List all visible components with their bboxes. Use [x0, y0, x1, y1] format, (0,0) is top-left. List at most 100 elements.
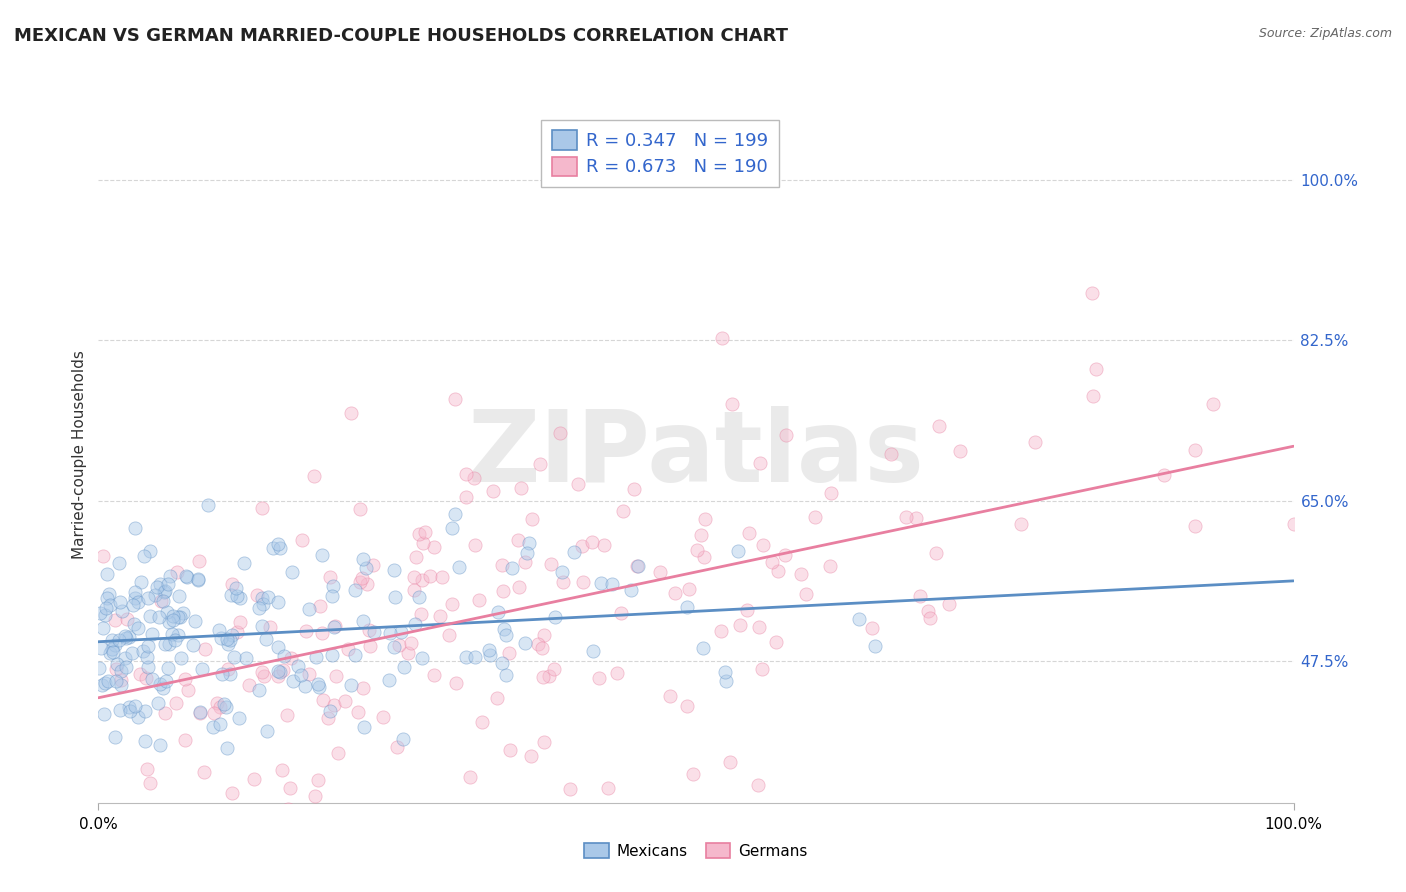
Point	[529, 458, 551, 472]
Point	[235, 650, 257, 665]
Point	[321, 589, 343, 603]
Point	[118, 700, 141, 714]
Point	[277, 802, 299, 816]
Point	[598, 780, 620, 795]
Point	[548, 425, 571, 440]
Point	[294, 679, 316, 693]
Point	[713, 665, 735, 680]
Point	[128, 666, 150, 681]
Point	[454, 490, 477, 504]
Point	[404, 570, 426, 584]
Point	[152, 593, 174, 607]
Point	[169, 589, 191, 603]
Point	[350, 571, 373, 585]
Point	[155, 674, 177, 689]
Point	[571, 539, 593, 553]
Point	[139, 544, 162, 558]
Point	[187, 573, 209, 587]
Point	[146, 696, 169, 710]
Point	[533, 628, 555, 642]
Point	[311, 549, 333, 563]
Point	[495, 627, 517, 641]
Point	[567, 477, 589, 491]
Point	[180, 814, 202, 829]
Point	[498, 646, 520, 660]
Point	[98, 598, 121, 612]
Point	[253, 668, 276, 682]
Point	[91, 621, 114, 635]
Point	[97, 673, 120, 688]
Point	[177, 682, 200, 697]
Point	[197, 499, 219, 513]
Text: Source: ZipAtlas.com: Source: ZipAtlas.com	[1258, 27, 1392, 40]
Point	[188, 554, 211, 568]
Point	[419, 568, 441, 582]
Point	[773, 549, 796, 563]
Point	[259, 620, 281, 634]
Point	[226, 589, 249, 603]
Point	[242, 772, 264, 786]
Text: ZIPatlas: ZIPatlas	[468, 407, 924, 503]
Point	[478, 648, 501, 662]
Point	[124, 699, 146, 714]
Point	[343, 648, 366, 662]
Point	[139, 775, 162, 789]
Point	[174, 732, 197, 747]
Point	[129, 574, 152, 589]
Point	[682, 766, 704, 780]
Point	[298, 667, 321, 681]
Point	[194, 642, 217, 657]
Point	[551, 574, 574, 589]
Point	[115, 612, 138, 626]
Point	[105, 657, 128, 671]
Point	[159, 569, 181, 583]
Point	[124, 617, 146, 632]
Point	[356, 577, 378, 591]
Point	[93, 608, 115, 623]
Point	[229, 591, 252, 605]
Point	[104, 638, 127, 652]
Point	[176, 570, 198, 584]
Point	[693, 549, 716, 564]
Point	[115, 659, 138, 673]
Point	[246, 588, 269, 602]
Point	[322, 579, 344, 593]
Point	[917, 604, 939, 618]
Point	[205, 696, 228, 710]
Point	[1202, 396, 1225, 410]
Point	[353, 721, 375, 735]
Point	[254, 632, 277, 646]
Point	[467, 592, 489, 607]
Point	[735, 603, 758, 617]
Point	[143, 814, 166, 829]
Point	[581, 534, 603, 549]
Point	[727, 543, 749, 558]
Point	[172, 606, 194, 620]
Point	[127, 709, 149, 723]
Point	[328, 746, 350, 760]
Point	[221, 577, 243, 591]
Point	[411, 650, 433, 665]
Point	[588, 671, 610, 685]
Point	[820, 485, 842, 500]
Point	[114, 629, 136, 643]
Point	[422, 668, 444, 682]
Point	[209, 700, 232, 714]
Text: MEXICAN VS GERMAN MARRIED-COUPLE HOUSEHOLDS CORRELATION CHART: MEXICAN VS GERMAN MARRIED-COUPLE HOUSEHO…	[14, 27, 787, 45]
Point	[765, 634, 787, 648]
Point	[276, 708, 298, 723]
Point	[747, 620, 769, 634]
Point	[775, 428, 797, 442]
Point	[516, 546, 538, 560]
Point	[91, 678, 114, 692]
Point	[925, 546, 948, 560]
Point	[187, 572, 209, 586]
Point	[444, 675, 467, 690]
Point	[188, 706, 211, 720]
Point	[124, 585, 146, 599]
Point	[346, 705, 368, 719]
Point	[533, 735, 555, 749]
Point	[162, 627, 184, 641]
Point	[447, 560, 470, 574]
Point	[486, 605, 509, 619]
